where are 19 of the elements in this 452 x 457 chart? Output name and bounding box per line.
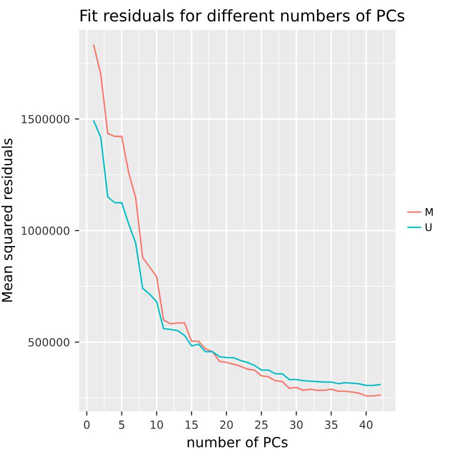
x-tick-label: 40 <box>360 420 372 429</box>
x-tick-label: 0 <box>84 420 90 429</box>
line-series <box>93 44 381 397</box>
x-tick-label: 15 <box>186 420 198 429</box>
y-axis-title: Mean squared residuals <box>2 138 16 302</box>
x-tick-label: 35 <box>325 420 338 429</box>
y-tick-label: 1500000 <box>22 114 70 124</box>
x-axis-title: number of PCs <box>188 436 288 448</box>
line-series <box>93 120 381 386</box>
y-tick-label: 500000 <box>28 338 70 346</box>
x-tick-label: 20 <box>220 420 233 429</box>
legend-label: U <box>426 223 432 232</box>
chart-title: Fit residuals for different numbers of PCs <box>80 9 404 22</box>
x-tick-label: 10 <box>150 420 163 429</box>
x-tick-label: 25 <box>255 420 268 429</box>
x-tick-label: 30 <box>290 420 303 429</box>
x-tick-label: 5 <box>119 420 124 429</box>
y-tick-label: 1000000 <box>22 226 70 235</box>
legend-label: M <box>426 208 433 216</box>
